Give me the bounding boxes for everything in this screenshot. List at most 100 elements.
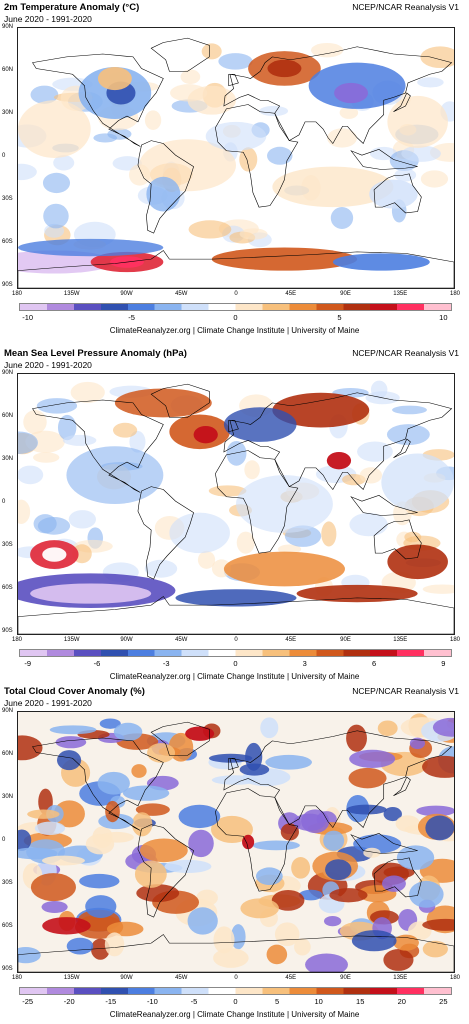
anomaly-blob — [239, 147, 258, 172]
lat-label: 30S — [2, 880, 13, 886]
anomaly-blob — [353, 834, 402, 854]
anomaly-field — [18, 42, 454, 274]
lon-label: 180 — [11, 975, 23, 981]
lat-label: 30N — [2, 456, 14, 462]
panel-source: NCEP/NCAR Reanalysis V1 — [352, 686, 459, 696]
anomaly-blob — [349, 512, 388, 537]
anomaly-blob — [346, 804, 387, 815]
anomaly-blob — [42, 172, 71, 194]
anomaly-blob — [129, 430, 146, 453]
anomaly-blob — [164, 859, 212, 874]
lon-label: 90E — [340, 637, 351, 643]
lon-label: 180 — [449, 291, 461, 297]
colorbar-tick-label: -15 — [105, 997, 117, 1006]
lon-label: 0 — [234, 975, 238, 981]
coastline — [18, 934, 454, 972]
colorbar-tick-label: 9 — [441, 659, 446, 668]
anomaly-blob — [66, 937, 94, 955]
anomaly-blob — [144, 559, 178, 578]
anomaly-blob — [85, 895, 117, 919]
anomaly-blob — [329, 888, 368, 903]
anomaly-blob — [334, 82, 369, 104]
anomaly-blob — [37, 516, 71, 535]
anomaly-blob — [113, 722, 143, 742]
anomaly-blob — [369, 179, 418, 209]
anomaly-blob — [196, 889, 218, 906]
anomaly-blob — [325, 859, 352, 880]
lat-label: 90N — [2, 370, 14, 376]
anomaly-blob — [296, 584, 418, 603]
panel-source: NCEP/NCAR Reanalysis V1 — [352, 2, 459, 12]
longitude-labels: 180 135W 90W 45W 0 45E 90E 135E 180 — [12, 637, 460, 645]
anomaly-blob — [57, 414, 77, 441]
panel-title: Total Cloud Cover Anomaly (%) — [4, 686, 145, 697]
anomaly-blob — [201, 43, 222, 60]
anomaly-blob — [18, 465, 44, 485]
anomaly-blob — [226, 440, 247, 466]
anomaly-blob — [381, 453, 454, 512]
anomaly-blob — [178, 804, 221, 829]
anomaly-field — [18, 713, 454, 972]
colorbar-ticks: -9 -6 -3 0 3 6 9 — [19, 659, 452, 669]
anomaly-map-svg — [18, 28, 454, 288]
panel-subtitle: June 2020 - 1991-2020 — [4, 698, 92, 708]
lon-label: 45W — [175, 637, 188, 643]
colorbar-tick-label: 0 — [233, 313, 238, 322]
anomaly-blob — [236, 531, 255, 554]
anomaly-blob — [114, 388, 212, 418]
coastline — [223, 392, 453, 491]
panel-source: NCEP/NCAR Reanalysis V1 — [352, 348, 459, 358]
anomaly-blob — [140, 838, 188, 863]
anomaly-blob — [18, 250, 115, 274]
panel-subtitle: June 2020 - 1991-2020 — [4, 14, 92, 24]
anomaly-blob — [266, 944, 288, 965]
coastline — [393, 776, 411, 797]
colorbar-tick-label: -9 — [24, 659, 31, 668]
lat-label: 90N — [2, 24, 14, 30]
anomaly-blob — [274, 922, 300, 947]
anomaly-blob — [242, 834, 255, 850]
coastline — [215, 104, 299, 208]
lat-label: 30N — [2, 110, 14, 116]
anomaly-blob — [53, 155, 75, 171]
longitude-labels: 180 135W 90W 45W 0 45E 90E 135E 180 — [12, 975, 460, 983]
anomaly-blob — [99, 718, 121, 729]
anomaly-blob — [382, 875, 406, 892]
colorbar-tick-label: -5 — [190, 997, 198, 1006]
lon-label: 135E — [393, 291, 408, 297]
panel-title: Mean Sea Level Pressure Anomaly (hPa) — [4, 348, 187, 359]
anomaly-blob — [305, 953, 348, 972]
anomaly-blob — [432, 717, 454, 737]
anomaly-blob — [18, 847, 58, 860]
coastline — [18, 596, 454, 634]
anomaly-blob — [211, 775, 258, 785]
lat-label: 0 — [2, 837, 6, 843]
anomaly-blob — [267, 146, 293, 165]
anomaly-blob — [346, 724, 367, 752]
credit-line: ClimateReanalyzer.org | Climate Change I… — [109, 326, 360, 335]
anomaly-blob — [205, 121, 267, 151]
anomaly-blob — [298, 889, 323, 901]
lon-label: 180 — [449, 975, 461, 981]
anomaly-blob — [30, 85, 59, 104]
anomaly-blob — [332, 253, 430, 271]
anomaly-blob — [113, 422, 138, 438]
coastline — [393, 92, 411, 113]
anomaly-blob — [42, 547, 67, 562]
colorbar-tick-label: 25 — [439, 997, 448, 1006]
colorbar-tick-label: 0 — [233, 659, 238, 668]
lat-label: 30N — [2, 794, 14, 800]
anomaly-blob — [348, 767, 387, 789]
colorbar-tick-label: 5 — [274, 997, 280, 1006]
world-map — [17, 373, 455, 635]
panel-title: 2m Temperature Anomaly (°C) — [4, 2, 140, 13]
lat-label: 60S — [2, 585, 13, 591]
anomaly-blob — [404, 531, 422, 543]
anomaly-blob — [97, 67, 132, 91]
anomaly-blob — [18, 238, 164, 257]
anomaly-blob — [213, 948, 249, 968]
lat-label: 60N — [2, 67, 14, 73]
coastline — [223, 730, 453, 829]
anomaly-blob — [36, 398, 78, 414]
anomaly-blob — [18, 499, 31, 524]
